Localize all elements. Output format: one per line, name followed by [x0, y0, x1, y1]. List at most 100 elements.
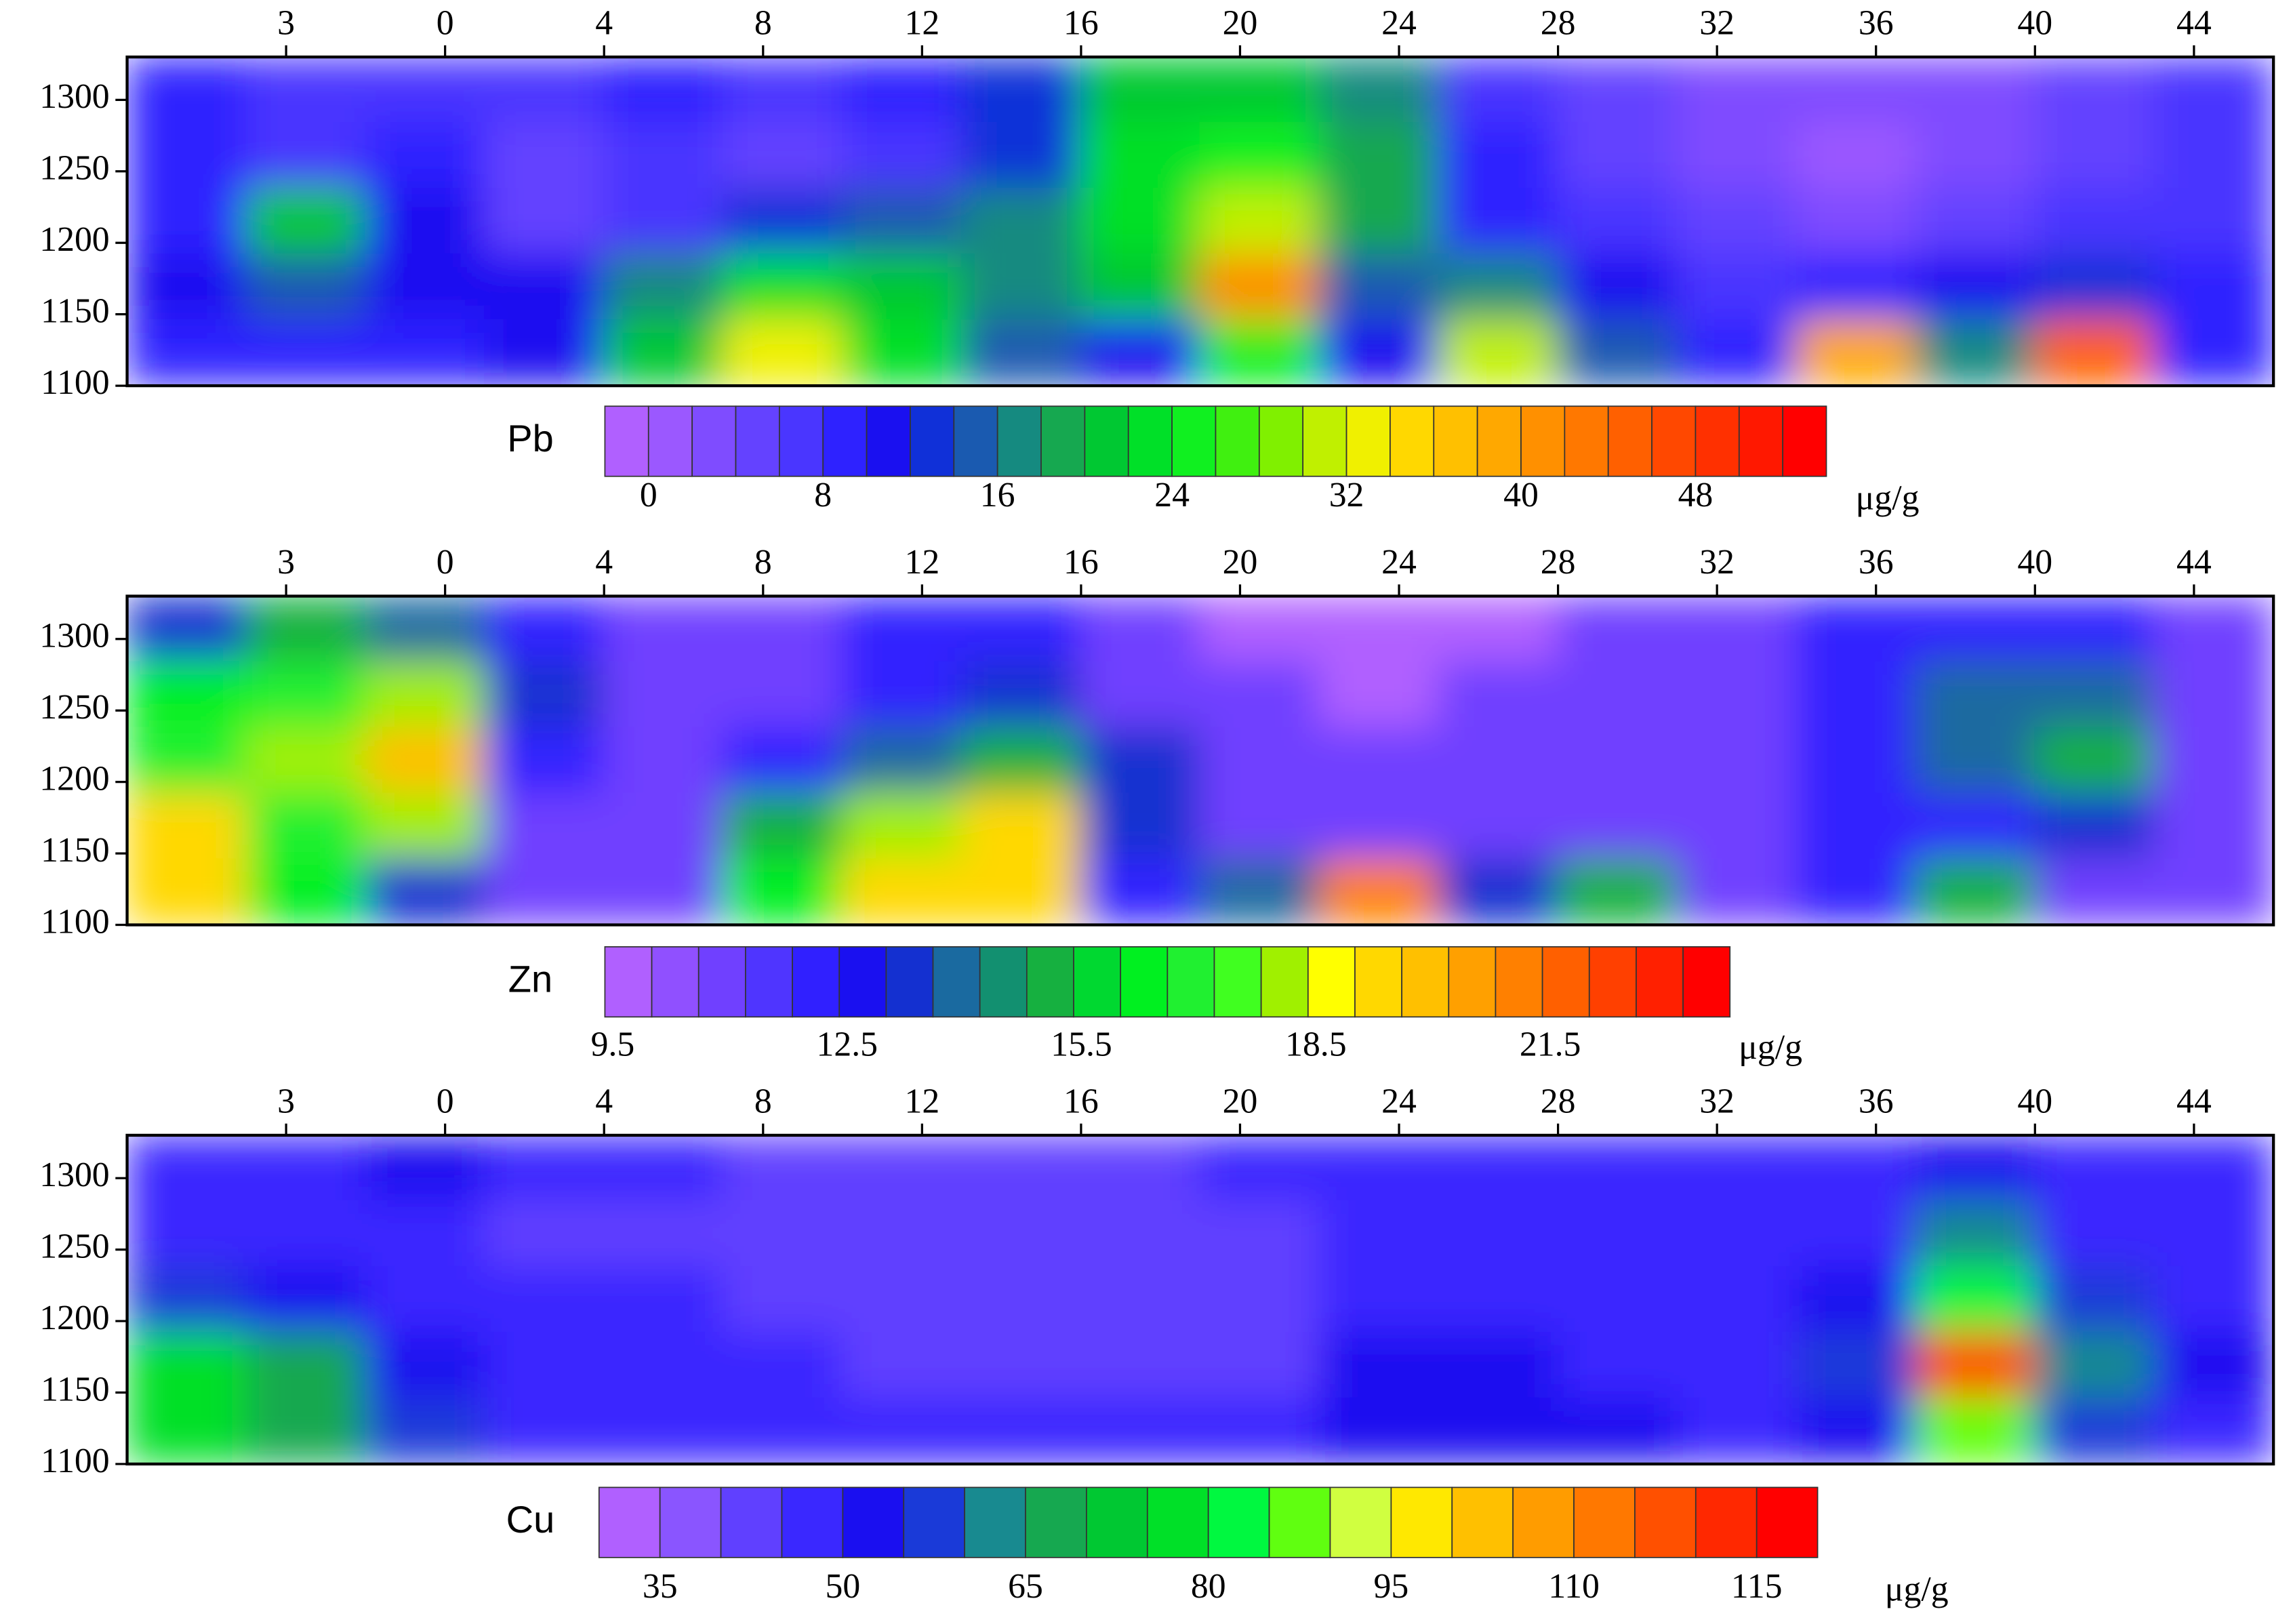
contour-cell [841, 661, 963, 729]
contour-cell [1438, 1397, 1559, 1464]
contour-cell [127, 122, 247, 190]
contour-cell [1915, 858, 2036, 925]
contour-cell [1676, 1397, 1798, 1464]
contour-cell [1915, 253, 2036, 321]
contour-cell [1796, 596, 1917, 663]
colorbar-label: 9.5 [591, 1025, 635, 1063]
contour-cell [960, 253, 1082, 321]
contour-cell [1557, 1397, 1678, 1464]
contour-cell [484, 57, 605, 124]
colorbar-box [781, 1486, 844, 1558]
contour-cell [484, 253, 605, 321]
x-tick-label: 24 [1381, 543, 1417, 582]
contour-cell [365, 727, 486, 794]
colorbar-label: 16 [980, 476, 1015, 514]
colorbar-box [598, 1486, 661, 1558]
contour-cell [1796, 1200, 1917, 1268]
y-tick-label: 1250 [39, 149, 109, 188]
colorbar-box [1634, 1486, 1697, 1558]
contour-cell [1080, 188, 1201, 256]
contour-cell [1080, 661, 1201, 729]
contour-cell [1796, 1397, 1917, 1464]
colorbar-box [979, 946, 1028, 1018]
y-tick-label: 1150 [41, 1370, 110, 1408]
contour-cell [1438, 1265, 1559, 1334]
contour-cell [484, 122, 605, 190]
colorbar-label: 48 [1678, 476, 1714, 514]
contour-cell [723, 253, 844, 321]
colorbar-box [1541, 946, 1590, 1018]
contour-cell [841, 319, 963, 386]
colorbar-box [1756, 1486, 1819, 1558]
contour-cell [1318, 1135, 1440, 1202]
contour-cell [245, 596, 367, 663]
contour-cell [1557, 1331, 1678, 1400]
x-tick-label: 32 [1699, 1082, 1735, 1121]
contour-cell [1318, 661, 1440, 729]
contour-cell [1199, 1331, 1320, 1400]
contour-cell [603, 57, 725, 124]
plot-frame [125, 594, 2275, 927]
contour-cell [1915, 792, 2036, 860]
contour-cell [1318, 596, 1440, 663]
colorbar-box [953, 405, 998, 477]
colorbar-box [1520, 405, 1566, 477]
contour-panel: 3 0 4 8 12 16 20 24 28 32 36 40 44 1100 1150 1200 1250 13… [39, 1082, 2275, 1609]
contour-cell [603, 1265, 725, 1334]
contour-cell [1199, 319, 1320, 386]
contour-cell [723, 1265, 844, 1334]
contour-cell [1557, 1200, 1678, 1268]
colorbar-label: 50 [825, 1567, 860, 1606]
colorbar-label: 115 [1731, 1567, 1783, 1606]
colorbar-label: 8 [814, 476, 832, 514]
contour-cell [1915, 188, 2036, 256]
x-tick-label: 8 [754, 543, 772, 582]
contour-cell [245, 319, 367, 386]
colorbar-box [647, 405, 693, 477]
contour-cell [960, 1200, 1082, 1268]
contour-cell [1557, 596, 1678, 663]
contour-cell [1915, 661, 2036, 729]
contour-cell [1438, 319, 1559, 386]
colorbar-box [691, 405, 737, 477]
colorbar-box [1302, 405, 1347, 477]
contour-cell [1199, 253, 1320, 321]
contour-cell [127, 1200, 247, 1268]
contour-cell [245, 792, 367, 860]
contour-cell [1676, 253, 1798, 321]
contour-cell [484, 188, 605, 256]
contour-cell [2153, 188, 2274, 256]
x-tick-label: 28 [1541, 1082, 1576, 1121]
contour-cell [1915, 727, 2036, 794]
contour-cell [960, 727, 1082, 794]
colorbar-box [1782, 405, 1827, 477]
x-tick-label: 36 [1859, 543, 1894, 582]
colorbar-box [1268, 1486, 1331, 1558]
colorbar-box [964, 1486, 1026, 1558]
contour-cell [127, 57, 247, 124]
colorbar-label: 18.5 [1285, 1025, 1347, 1063]
contour-cell [1796, 792, 1917, 860]
colorbar-box [1213, 946, 1262, 1018]
contour-cell [2034, 1331, 2155, 1400]
contour-cell [127, 319, 247, 386]
x-tick-label: 28 [1541, 4, 1576, 43]
contour-cell [2153, 1200, 2274, 1268]
contour-cell [723, 1397, 844, 1464]
x-tick-label: 24 [1381, 1082, 1417, 1121]
contour-cell [2034, 727, 2155, 794]
x-tick-label: 4 [595, 543, 613, 582]
x-tick-label: 4 [595, 4, 613, 43]
x-tick-label: 3 [277, 543, 295, 582]
colorbar-box [1146, 1486, 1209, 1558]
contour-cell [1796, 57, 1917, 124]
contour-cell [1438, 122, 1559, 190]
colorbar-label: 95 [1373, 1567, 1408, 1606]
contour-cell [1199, 122, 1320, 190]
x-tick-label: 3 [277, 4, 295, 43]
colorbar-box [1086, 1486, 1148, 1558]
contour-cell [1318, 253, 1440, 321]
contour-cell [723, 858, 844, 925]
y-tick-label: 1150 [41, 831, 110, 870]
contour-cell [2153, 57, 2274, 124]
